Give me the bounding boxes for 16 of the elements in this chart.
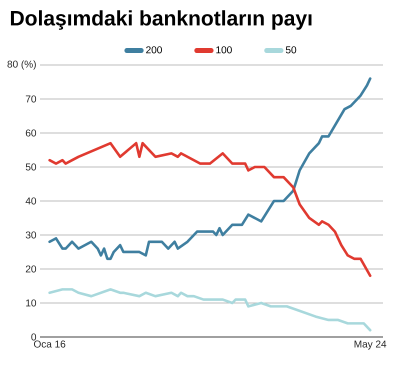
y-tick-label: 50 — [26, 163, 36, 171]
y-tick-label: 60 — [26, 129, 36, 137]
legend-label: 200 — [146, 46, 162, 54]
y-tick-label: 0 — [31, 333, 36, 341]
y-tick-label: 80 (%) — [7, 60, 36, 70]
line-series — [48, 142, 372, 278]
x-tick-label: May 24 — [354, 340, 386, 350]
x-tick-label: Oca 16 — [34, 340, 66, 348]
legend-label: 100 — [216, 46, 232, 54]
y-tick-label: 40 — [26, 197, 36, 205]
y-tick-label: 30 — [26, 231, 36, 239]
y-tick-label: 10 — [26, 299, 36, 307]
y-tick-label: 70 — [26, 95, 36, 103]
legend-label: 50 — [286, 46, 296, 54]
y-tick-label: 20 — [26, 265, 36, 273]
chart-title: Dolaşımdaki banknotların payı — [10, 10, 312, 30]
